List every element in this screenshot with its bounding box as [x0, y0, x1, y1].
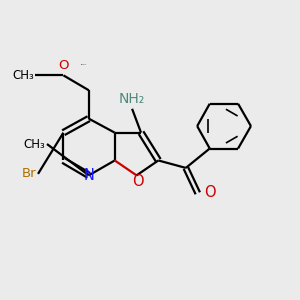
- Text: N: N: [83, 169, 94, 184]
- Text: methoxy: methoxy: [81, 63, 88, 64]
- Text: CH₃: CH₃: [12, 69, 34, 82]
- Text: NH₂: NH₂: [119, 92, 145, 106]
- Text: CH₃: CH₃: [24, 137, 46, 151]
- Text: Br: Br: [22, 167, 36, 180]
- Text: O: O: [59, 59, 69, 72]
- Text: O: O: [132, 175, 143, 190]
- Text: O: O: [204, 185, 216, 200]
